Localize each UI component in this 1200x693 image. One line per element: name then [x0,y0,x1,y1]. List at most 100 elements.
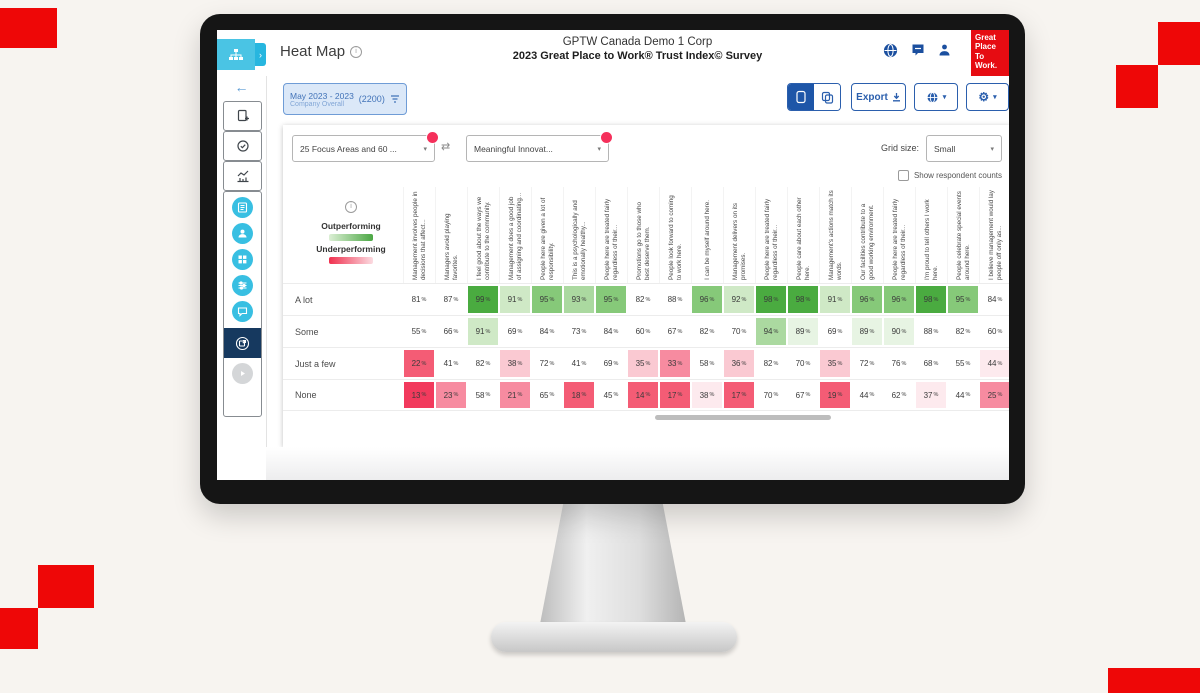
heatmap-cell[interactable]: 13% [403,379,435,411]
heatmap-cell[interactable]: 84% [979,283,1009,315]
heatmap-cell[interactable]: 19% [819,379,851,411]
heatmap-cell[interactable]: 82% [691,315,723,347]
sidebar-item-analytics[interactable] [223,161,262,191]
sidebar-expand-button[interactable]: › [255,43,266,66]
feedback-icon[interactable] [911,43,925,58]
heatmap-cell[interactable]: 91% [499,283,531,315]
heatmap-cell[interactable]: 70% [787,347,819,379]
heatmap-cell[interactable]: 95% [595,283,627,315]
sidebar-item-comparisons[interactable] [232,275,253,296]
survey-scope-selector[interactable]: May 2023 - 2023 Company Overall (2200) [283,83,407,115]
heatmap-cell[interactable]: 89% [851,315,883,347]
heatmap-cell[interactable]: 82% [755,347,787,379]
heatmap-cell[interactable]: 17% [659,379,691,411]
statements-dropdown[interactable]: 25 Focus Areas and 60 ... ▾ [292,131,439,162]
heatmap-cell[interactable]: 70% [723,315,755,347]
heatmap-cell[interactable]: 60% [627,315,659,347]
focus-area-dropdown[interactable]: Meaningful Innovat... ▾ [466,131,613,162]
sidebar-item-voice[interactable] [232,223,253,244]
heatmap-cell[interactable]: 45% [595,379,627,411]
app-logo-tile[interactable] [217,39,255,70]
heatmap-cell[interactable]: 14% [627,379,659,411]
heatmap-cell[interactable]: 98% [787,283,819,315]
heatmap-cell[interactable]: 89% [787,315,819,347]
heatmap-cell[interactable]: 82% [467,347,499,379]
heatmap-cell[interactable]: 76% [883,347,915,379]
heatmap-cell[interactable]: 91% [467,315,499,347]
heatmap-cell[interactable]: 33% [659,347,691,379]
heatmap-cell[interactable]: 44% [947,379,979,411]
heatmap-cell[interactable]: 23% [435,379,467,411]
heatmap-cell[interactable]: 17% [723,379,755,411]
heatmap-cell[interactable]: 82% [627,283,659,315]
heatmap-cell[interactable]: 55% [403,315,435,347]
globe-icon[interactable] [883,43,898,58]
heatmap-cell[interactable]: 36% [723,347,755,379]
heatmap-cell[interactable]: 92% [723,283,755,315]
heatmap-cell[interactable]: 41% [563,347,595,379]
heatmap-cell[interactable]: 65% [531,379,563,411]
info-icon[interactable] [350,45,363,58]
heatmap-cell[interactable]: 99% [467,283,499,315]
heatmap-cell[interactable]: 90% [883,315,915,347]
heatmap-cell[interactable]: 88% [915,315,947,347]
horizontal-scrollbar[interactable] [655,415,831,420]
sidebar-item-comments[interactable] [232,301,253,322]
heatmap-cell[interactable]: 98% [755,283,787,315]
heatmap-cell[interactable]: 73% [563,315,595,347]
heatmap-cell[interactable]: 35% [627,347,659,379]
sidebar-item-grid-report[interactable] [232,249,253,270]
heatmap-cell[interactable]: 44% [851,379,883,411]
heatmap-cell[interactable]: 70% [755,379,787,411]
heatmap-cell[interactable]: 87% [435,283,467,315]
heatmap-cell[interactable]: 44% [979,347,1009,379]
heatmap-cell[interactable]: 58% [467,379,499,411]
compare-view-button[interactable] [814,84,840,110]
heatmap-cell[interactable]: 96% [851,283,883,315]
heatmap-cell[interactable]: 81% [403,283,435,315]
export-button[interactable]: Export [851,83,906,111]
heatmap-cell[interactable]: 62% [883,379,915,411]
legend-info-icon[interactable] [345,201,357,213]
heatmap-cell[interactable]: 21% [499,379,531,411]
back-button[interactable]: ← [217,79,266,95]
heatmap-cell[interactable]: 55% [947,347,979,379]
heatmap-cell[interactable]: 72% [851,347,883,379]
heatmap-cell[interactable]: 25% [979,379,1009,411]
heatmap-cell[interactable]: 18% [563,379,595,411]
heatmap-cell[interactable]: 94% [755,315,787,347]
heatmap-cell[interactable]: 88% [659,283,691,315]
heatmap-cell[interactable]: 98% [915,283,947,315]
heatmap-cell[interactable]: 38% [499,347,531,379]
heatmap-cell[interactable]: 95% [947,283,979,315]
heatmap-cell[interactable]: 67% [659,315,691,347]
heatmap-cell[interactable]: 84% [531,315,563,347]
grid-size-select[interactable]: Small ▾ [926,135,1002,162]
heatmap-cell[interactable]: 93% [563,283,595,315]
heatmap-cell[interactable]: 66% [435,315,467,347]
swap-axes-icon[interactable]: ⇄ [441,141,451,153]
heatmap-cell[interactable]: 38% [691,379,723,411]
heatmap-cell[interactable]: 69% [499,315,531,347]
heatmap-cell[interactable]: 35% [819,347,851,379]
language-dropdown[interactable]: ▾ [914,83,958,111]
heatmap-cell[interactable]: 41% [435,347,467,379]
sidebar-item-statements[interactable] [232,197,253,218]
heatmap-cell[interactable]: 91% [819,283,851,315]
heatmap-cell[interactable]: 22% [403,347,435,379]
heatmap-cell[interactable]: 60% [979,315,1009,347]
heatmap-cell[interactable]: 95% [531,283,563,315]
single-view-button[interactable] [788,84,814,110]
heatmap-cell[interactable]: 58% [691,347,723,379]
heatmap-cell[interactable]: 67% [787,379,819,411]
sidebar-item-heatmap-active[interactable] [224,328,261,358]
respondent-counts-checkbox[interactable] [897,170,909,181]
heatmap-cell[interactable]: 69% [595,347,627,379]
sidebar-item-library[interactable] [223,101,262,131]
sidebar-item-history[interactable] [223,131,262,161]
heatmap-cell[interactable]: 72% [531,347,563,379]
user-icon[interactable] [938,43,951,58]
heatmap-cell[interactable]: 82% [947,315,979,347]
settings-dropdown[interactable]: ⚙ ▾ [966,83,1009,111]
heatmap-cell[interactable]: 37% [915,379,947,411]
